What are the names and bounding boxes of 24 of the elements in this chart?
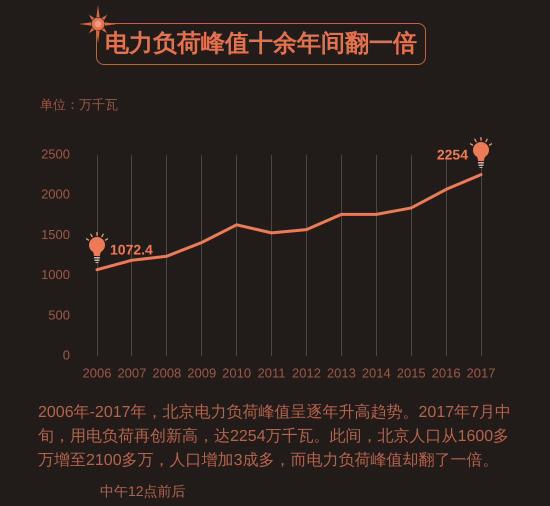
- text: 2006年-2017年，北京电力负荷峰值呈逐年升高趋势。2017年7月中旬，用电负荷再创新高，达2254万千瓦。此间，北京人口从1600多万增至2100多万，人口增加3成多，而电力负荷峰值却翻了一倍。: [38, 402, 512, 471]
- y-tick-label: 1500: [41, 226, 70, 242]
- data-label: 2254: [436, 146, 468, 162]
- x-tick-label: 2008: [152, 365, 182, 380]
- x-tick-label: 2015: [396, 365, 426, 380]
- chart-title: 电力负荷峰值十余年间翻一倍: [96, 23, 426, 65]
- x-tick-label: 2012: [292, 365, 321, 380]
- x-tick-label: 2016: [432, 365, 461, 380]
- x-tick-label: 2013: [326, 365, 356, 380]
- y-tick-label: 500: [48, 307, 70, 322]
- x-tick-label: 2011: [258, 365, 286, 380]
- x-tick-label: 2017: [466, 365, 496, 380]
- x-tick-label: 2009: [187, 365, 216, 380]
- x-tick-label: 2006: [82, 365, 112, 380]
- x-tick-label: 2014: [362, 365, 391, 380]
- y-tick-label: 1000: [41, 267, 70, 282]
- y-axis-title: 单位：万千瓦: [40, 96, 118, 114]
- x-tick-label: 2010: [222, 365, 252, 380]
- x-tick-label: 2007: [117, 365, 146, 380]
- data-label: 1072.4: [110, 242, 154, 258]
- y-tick-label: 0: [62, 348, 70, 363]
- y-tick-label: 2500: [41, 146, 70, 162]
- text: 中午12点前后: [100, 483, 187, 500]
- y-tick-label: 2000: [41, 186, 70, 202]
